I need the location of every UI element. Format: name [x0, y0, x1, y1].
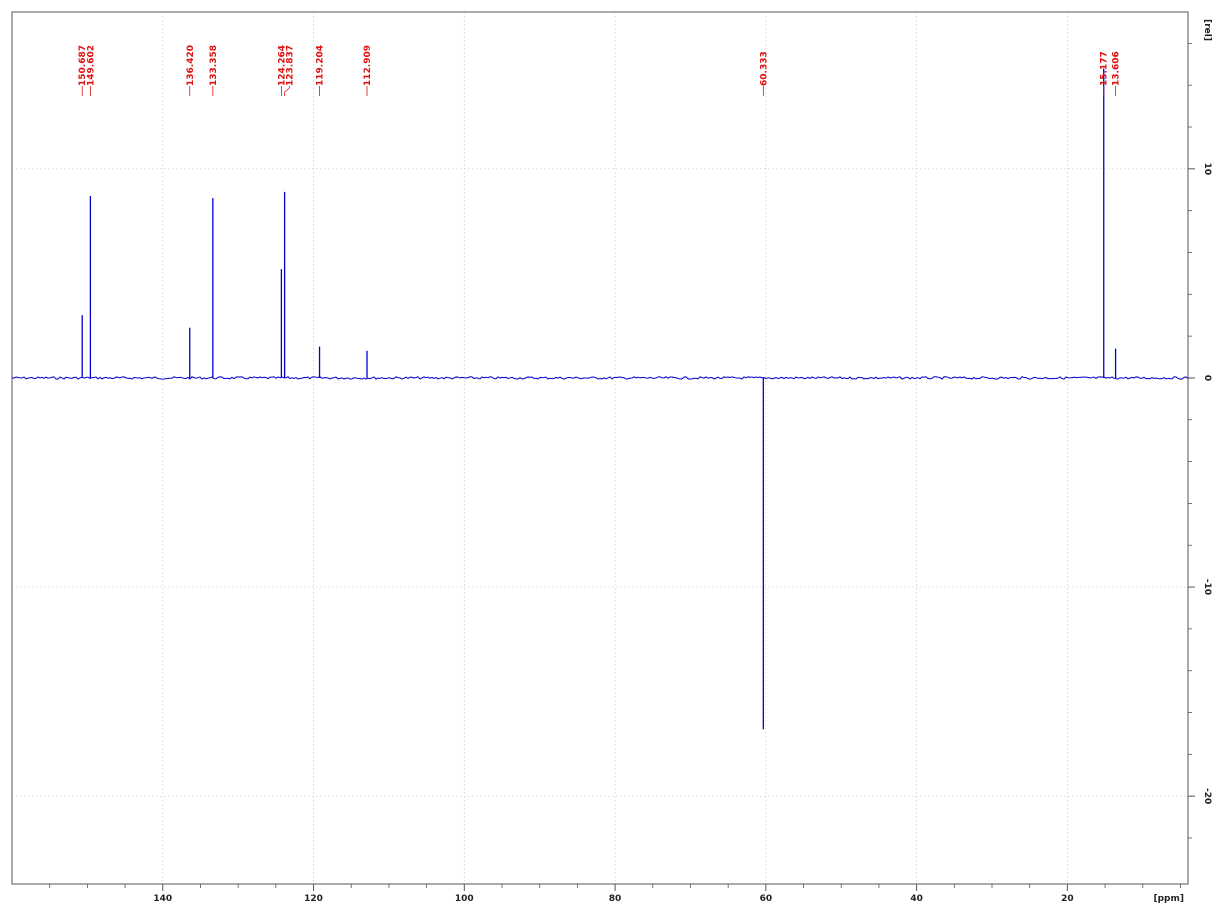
y-axis-label: [rel] — [1202, 19, 1212, 41]
x-tick-label: 40 — [910, 894, 923, 904]
peak-label: 112.909 — [363, 45, 373, 86]
x-tick-label: 20 — [1061, 894, 1074, 904]
y-tick-label: 10 — [1202, 163, 1212, 176]
peak-label: 60.333 — [759, 51, 769, 86]
x-tick-label: 60 — [760, 894, 773, 904]
peak-label: 149.602 — [86, 45, 96, 86]
spectrum-baseline — [11, 376, 1189, 380]
y-axis: 10 0 -10 -20 — [1188, 42, 1212, 839]
x-axis-label: [ppm] — [1154, 894, 1185, 904]
plot-frame — [11, 11, 1189, 885]
peak-label: 15.177 — [1100, 51, 1110, 86]
spectrum — [11, 68, 1189, 730]
peak-label: 133.358 — [209, 45, 219, 86]
y-tick-label: -10 — [1202, 579, 1212, 595]
x-tick-label: 80 — [609, 894, 622, 904]
grid — [12, 12, 1188, 884]
peak-label: 13.606 — [1112, 51, 1122, 86]
x-tick-label: 100 — [455, 894, 474, 904]
x-axis: 140 120 100 80 60 40 20 — [49, 884, 1181, 904]
x-tick-label: 120 — [304, 894, 323, 904]
x-tick-label: 140 — [153, 894, 172, 904]
y-tick-label: 0 — [1202, 375, 1212, 381]
peak-label: 136.420 — [186, 45, 196, 86]
peak-label: 119.204 — [316, 45, 326, 86]
peak-label: 150.687 — [78, 45, 88, 86]
peak-label: 123.837 — [285, 45, 295, 86]
peak-label: 124.264 — [277, 45, 287, 86]
peak-label-leader — [284, 86, 290, 96]
y-tick-label: -20 — [1202, 788, 1212, 804]
